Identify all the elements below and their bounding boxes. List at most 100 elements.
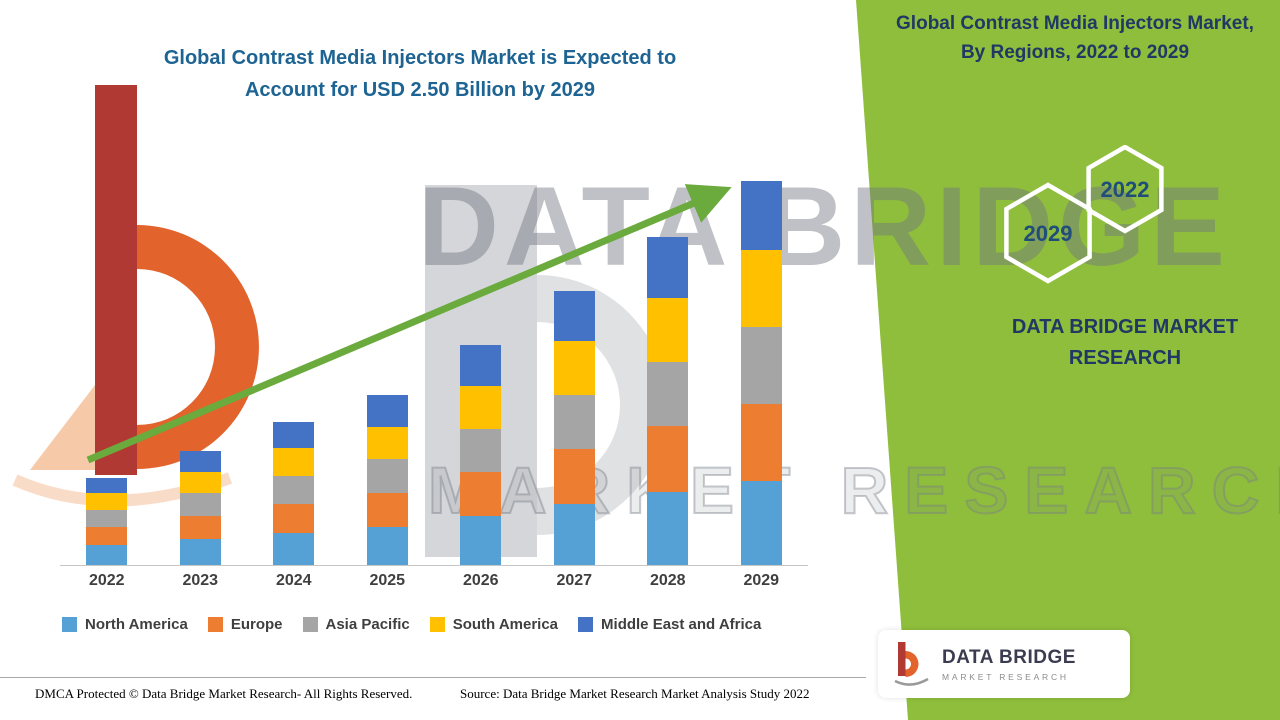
segment-2022-europe [86, 527, 128, 545]
footer-source-text: Source: Data Bridge Market Research Mark… [460, 686, 810, 701]
x-label-2023: 2023 [182, 572, 219, 589]
segment-2028-north-america [647, 492, 689, 565]
segment-2022-asia-pacific [86, 510, 128, 527]
hexagon-2029-label: 2029 [1024, 221, 1073, 246]
legend-label: Middle East and Africa [601, 616, 762, 633]
bar-column-2025 [341, 151, 435, 565]
hexagon-badges: 2022 2029 [1004, 145, 1164, 284]
segment-2023-asia-pacific [179, 493, 221, 516]
x-label-2027: 2027 [556, 572, 593, 589]
legend-label: North America [85, 616, 188, 633]
bar-2029 [740, 181, 782, 565]
chart-legend: North America Europe Asia Pacific South Ame… [62, 616, 761, 633]
segment-2025-europe [366, 493, 408, 527]
brand-text: DATA BRIDGE MARKET RESEARCH [1011, 316, 1239, 369]
page-title: Global Contrast Media Injectors Market i… [163, 47, 677, 101]
bar-2025 [366, 395, 408, 565]
segment-2026-north-america [460, 516, 502, 565]
hexagon-2029-shape [1004, 182, 1092, 284]
x-label-2026: 2026 [462, 572, 499, 589]
bar-2027 [553, 291, 595, 565]
segment-2027-north-america [553, 504, 595, 565]
segment-2027-south-america [553, 341, 595, 395]
bar-2022 [86, 478, 128, 565]
segment-2029-middle-east-and-africa [740, 181, 782, 250]
segment-2025-asia-pacific [366, 459, 408, 493]
footer-dmca-text: DMCA Protected © Data Bridge Market Rese… [35, 686, 413, 701]
bar-column-2029 [715, 151, 809, 565]
dbmr-logo-icon [894, 642, 929, 686]
side-panel-title: Global Contrast Media Injectors Market, … [896, 13, 1254, 63]
segment-2025-south-america [366, 427, 408, 459]
legend-label: Asia Pacific [325, 616, 410, 633]
legend-swatch [302, 617, 318, 632]
segment-2027-europe [553, 449, 595, 504]
bar-column-2026 [434, 151, 528, 565]
dbmr-logo-card: DATA BRIDGE MARKET RESEARCH [878, 630, 1130, 698]
segment-2028-middle-east-and-africa [647, 237, 689, 298]
segment-2022-south-america [86, 493, 128, 510]
segment-2022-middle-east-and-africa [86, 478, 128, 493]
segment-2028-europe [647, 426, 689, 492]
segment-2029-north-america [740, 481, 782, 565]
bar-column-2027 [528, 151, 622, 565]
dbmr-logo-name: DATA BRIDGE [942, 646, 1076, 668]
legend-swatch [207, 617, 223, 632]
x-axis-labels: 2022 2023 2024 2025 2026 2027 2028 2029 [60, 572, 808, 590]
segment-2029-europe [740, 404, 782, 481]
bar-chart [60, 151, 808, 566]
segment-2024-south-america [273, 448, 315, 476]
dbmr-logo-text: DATA BRIDGE MARKET RESEARCH [942, 647, 1076, 682]
legend-label: Europe [230, 616, 283, 633]
x-label-2025: 2025 [369, 572, 406, 589]
bar-2026 [460, 345, 502, 565]
segment-2029-south-america [740, 250, 782, 327]
legend-swatch [578, 617, 594, 632]
segment-2025-north-america [366, 527, 408, 565]
bar-2023 [179, 451, 221, 565]
x-label-2022: 2022 [88, 572, 125, 589]
segment-2029-asia-pacific [740, 327, 782, 404]
bar-2024 [273, 422, 315, 565]
legend-item-north-america: North America [62, 616, 188, 633]
segment-2024-asia-pacific [273, 476, 315, 504]
segment-2027-asia-pacific [553, 395, 595, 449]
segment-2023-north-america [179, 539, 221, 565]
segment-2022-north-america [86, 545, 128, 565]
bar-column-2023 [154, 151, 248, 565]
segment-2026-middle-east-and-africa [460, 345, 502, 386]
segment-2023-europe [179, 516, 221, 539]
hexagon-2022-label: 2022 [1101, 177, 1150, 202]
hexagon-2022-shape [1086, 145, 1164, 234]
legend-swatch [62, 617, 77, 632]
legend-swatch [429, 617, 445, 632]
segment-2026-europe [460, 472, 502, 516]
bar-column-2028 [621, 151, 715, 565]
legend-label: South America [452, 616, 559, 633]
bar-column-2024 [247, 151, 341, 565]
segment-2028-asia-pacific [647, 362, 689, 426]
segment-2024-europe [273, 504, 315, 533]
legend-item-europe: Europe [207, 616, 283, 633]
segment-2023-middle-east-and-africa [179, 451, 221, 472]
segment-2025-middle-east-and-africa [366, 395, 408, 427]
segment-2026-asia-pacific [460, 429, 502, 472]
segment-2026-south-america [460, 386, 502, 429]
bar-column-2022 [60, 151, 154, 565]
legend-item-asia-pacific: Asia Pacific [302, 616, 410, 633]
x-label-2029: 2029 [743, 572, 780, 589]
segment-2028-south-america [647, 298, 689, 362]
segment-2024-north-america [273, 533, 315, 565]
segment-2023-south-america [179, 472, 221, 493]
x-label-2028: 2028 [649, 572, 686, 589]
segment-2027-middle-east-and-africa [553, 291, 595, 341]
legend-item-south-america: South America [429, 616, 559, 633]
x-label-2024: 2024 [275, 572, 312, 589]
bar-2028 [647, 237, 689, 565]
footer-divider [0, 677, 866, 678]
dbmr-logo-tagline: MARKET RESEARCH [942, 671, 1069, 682]
legend-item-middle-east-and-africa: Middle East and Africa [578, 616, 761, 633]
segment-2024-middle-east-and-africa [273, 422, 315, 448]
